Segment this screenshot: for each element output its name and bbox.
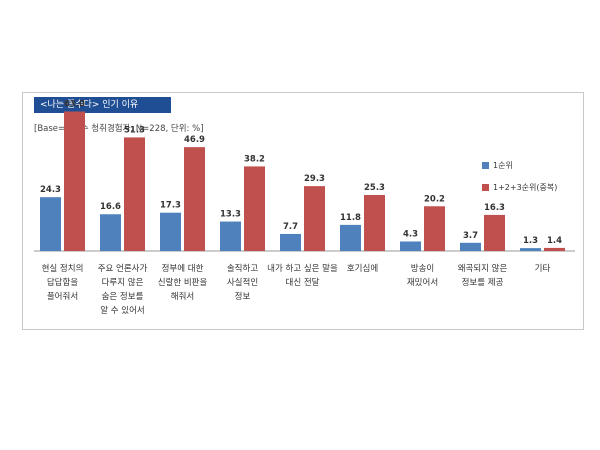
category-label-1-line-1: 현실 정치의 <box>42 263 84 274</box>
bar-1-9 <box>520 248 541 251</box>
legend-swatch-series-1 <box>482 161 489 169</box>
category-label-2-line-3: 숨은 정보를 <box>102 291 144 302</box>
chart-title: <나는 꼼수다> 인기 이유 <box>34 97 171 113</box>
data-label-2-9: 1.4 <box>547 236 562 246</box>
category-label-2-line-1: 주요 언론사가 <box>98 263 148 274</box>
chart-legend: 1순위 1+2+3순위(중복) <box>482 157 557 201</box>
category-label-3-line-2: 신랄한 비판을 <box>158 277 208 288</box>
legend-item-series-2: 1+2+3순위(중복) <box>482 179 557 195</box>
category-label-4-line-2: 사실적인 <box>227 277 258 288</box>
data-label-2-5: 29.3 <box>304 174 325 184</box>
data-label-1-2: 16.6 <box>100 202 121 212</box>
bar-2-3 <box>184 147 205 251</box>
category-label-7-line-1: 방송이 <box>411 263 434 274</box>
data-label-1-1: 24.3 <box>40 185 61 195</box>
legend-item-series-1: 1순위 <box>482 157 557 173</box>
data-label-1-5: 7.7 <box>283 222 298 232</box>
bar-2-8 <box>484 214 505 251</box>
category-label-7-line-2: 재밌어서 <box>407 277 438 288</box>
category-label-8-line-2: 정보를 제공 <box>462 277 504 288</box>
data-label-1-9: 1.3 <box>523 236 538 246</box>
category-label-8-line-1: 왜곡되지 않은 <box>458 264 508 274</box>
data-label-2-4: 38.2 <box>244 154 265 164</box>
bar-1-8 <box>460 242 481 251</box>
data-label-1-8: 3.7 <box>463 231 478 241</box>
category-label-5-line-2: 대신 전달 <box>286 277 320 288</box>
category-label-4-line-1: 솔직하고 <box>227 263 258 274</box>
data-label-2-1: 63.0 <box>64 100 85 110</box>
category-label-3-line-3: 해줘서 <box>171 291 194 302</box>
bar-2-4 <box>244 166 265 251</box>
category-label-5-line-1: 내가 하고 싶은 말을 <box>267 263 338 274</box>
bar-1-2 <box>100 214 121 251</box>
bar-2-5 <box>304 186 325 251</box>
bar-2-6 <box>364 194 385 251</box>
data-label-1-7: 4.3 <box>403 229 418 239</box>
category-label-4-line-3: 정보 <box>235 291 251 302</box>
bar-1-6 <box>340 224 361 251</box>
bar-1-4 <box>220 221 241 251</box>
bar-2-1 <box>64 111 85 251</box>
category-label-3-line-1: 정부에 대한 <box>162 263 204 274</box>
bar-2-9 <box>544 247 565 251</box>
category-label-1-line-2: 답답함을 <box>47 277 78 288</box>
bar-1-5 <box>280 233 301 251</box>
bar-2-7 <box>424 206 445 251</box>
category-label-9-line-1: 기타 <box>535 264 551 274</box>
bar-1-7 <box>400 241 421 251</box>
chart-subtitle: [Base=나꼼수 청취경험자, N=228, 단위: %] <box>34 124 204 134</box>
legend-label-series-2: 1+2+3순위(중복) <box>493 182 558 192</box>
data-label-2-2: 51.3 <box>124 125 145 135</box>
data-label-2-3: 46.9 <box>184 135 205 145</box>
data-label-2-7: 20.2 <box>424 194 445 204</box>
data-label-1-4: 13.3 <box>220 210 241 220</box>
data-label-1-6: 11.8 <box>340 213 361 223</box>
bar-2-2 <box>124 137 145 251</box>
data-label-2-8: 16.3 <box>484 203 505 213</box>
bar-1-1 <box>40 197 61 251</box>
category-label-6-line-1: 호기심에 <box>347 263 378 274</box>
legend-label-series-1: 1순위 <box>493 160 513 170</box>
category-label-2-line-4: 알 수 있어서 <box>100 305 145 316</box>
category-label-1-line-3: 풀어줘서 <box>47 291 78 302</box>
data-label-1-3: 17.3 <box>160 201 181 211</box>
data-label-2-6: 25.3 <box>364 183 385 193</box>
category-label-2-line-2: 다루지 않은 <box>102 278 144 288</box>
chart-frame <box>22 92 584 330</box>
legend-swatch-series-2 <box>482 183 489 191</box>
bar-1-3 <box>160 212 181 251</box>
